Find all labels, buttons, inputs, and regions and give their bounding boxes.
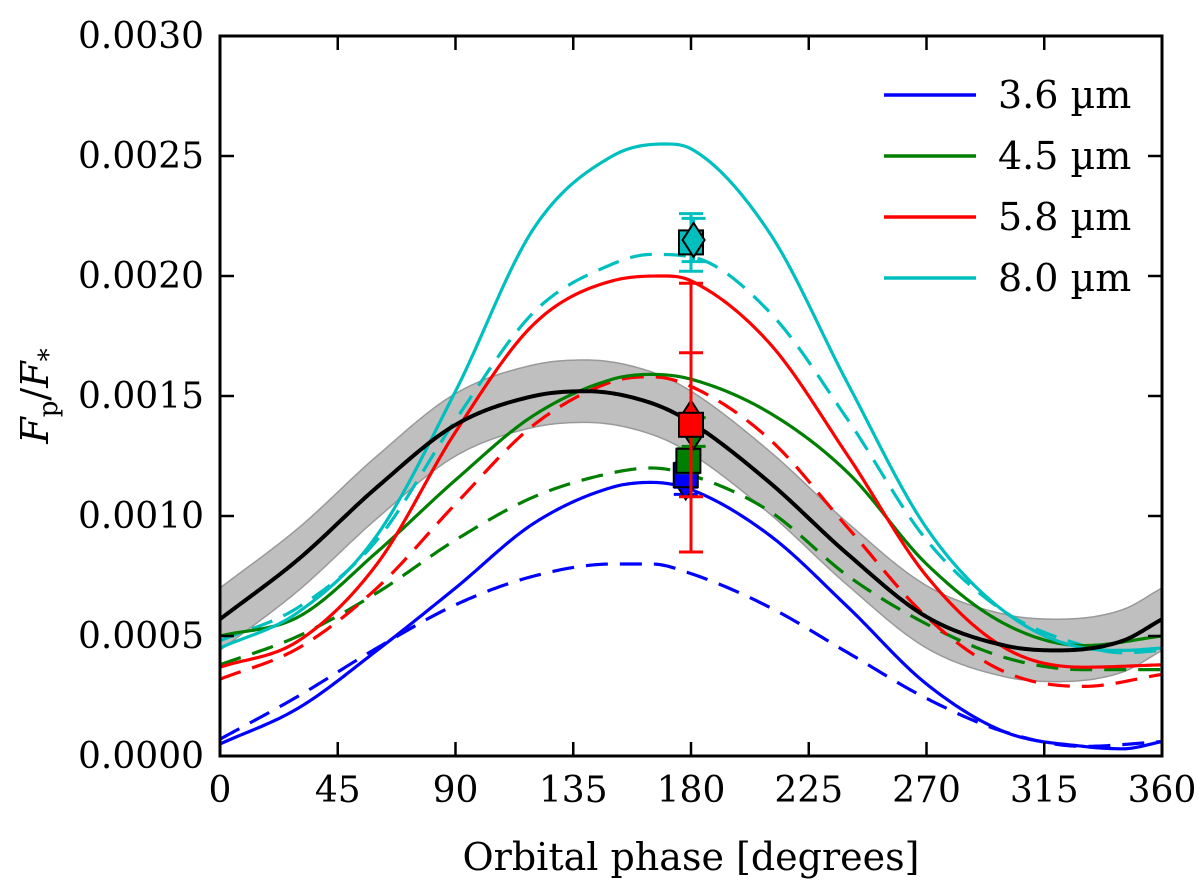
x-tick-label: 0 — [209, 770, 232, 811]
x-tick-label: 225 — [774, 770, 843, 811]
y-tick-label: 0.0015 — [78, 376, 204, 417]
y-axis-title: Fp/F* — [13, 348, 64, 444]
data-point-8-0-diamond-7 — [681, 216, 706, 264]
x-tick-label: 90 — [433, 770, 479, 811]
y-tick-label: 0.0030 — [78, 16, 204, 57]
legend-label: 4.5 µm — [998, 134, 1131, 178]
data-point-5-8-square-5 — [678, 351, 704, 499]
legend-item-4-5: 4.5 µm — [884, 134, 1131, 178]
square-marker — [678, 411, 704, 438]
y-axis-title-f1: F — [13, 416, 57, 445]
y-tick-label: 0.0005 — [78, 616, 204, 657]
y-axis-title-slash: / — [13, 388, 57, 401]
y-tick-label: 0.0025 — [78, 136, 204, 177]
x-tick-label: 45 — [315, 770, 361, 811]
x-tick-label: 180 — [657, 770, 726, 811]
x-tick-label: 135 — [539, 770, 608, 811]
legend-item-5-8: 5.8 µm — [884, 195, 1131, 239]
y-tick-label: 0.0020 — [78, 256, 204, 297]
y-axis-ticks: 0.0000 0.0005 0.0010 0.0015 0.0020 0.0025 0.00… — [78, 16, 1162, 777]
y-axis-title-f2: F — [13, 360, 57, 389]
uncertainty-band — [220, 359, 1162, 683]
y-tick-label: 0.0010 — [78, 496, 204, 537]
x-tick-label: 360 — [1128, 770, 1197, 811]
x-tick-label: 315 — [1010, 770, 1079, 811]
legend-label: 5.8 µm — [998, 195, 1131, 239]
legend: 3.6 µm 4.5 µm 5.8 µm 8.0 µm — [884, 73, 1131, 300]
legend-label: 8.0 µm — [998, 256, 1131, 300]
y-axis-title-sub1: p — [34, 401, 64, 418]
legend-item-3-6: 3.6 µm — [884, 73, 1131, 117]
y-tick-label: 0.0000 — [78, 736, 204, 777]
x-tick-label: 270 — [892, 770, 961, 811]
legend-item-8-0: 8.0 µm — [884, 256, 1131, 300]
square-marker — [675, 447, 702, 474]
y-axis-title-sub2: * — [34, 348, 64, 361]
x-axis-title: Orbital phase [degrees] — [463, 835, 920, 879]
data-point-4-5-square-2 — [675, 447, 702, 475]
data-points-layer — [672, 212, 706, 554]
diamond-marker — [681, 221, 706, 259]
x-axis-ticks: 0 45 90 135 180 225 270 315 360 — [209, 36, 1197, 811]
series-line-8-0-m — [220, 142, 1162, 652]
legend-label: 3.6 µm — [998, 73, 1131, 117]
series-line-8-0-m-model-dashed — [220, 252, 1162, 655]
uncertainty-band-layer — [220, 359, 1162, 683]
series-line-5-8-m — [220, 274, 1162, 669]
